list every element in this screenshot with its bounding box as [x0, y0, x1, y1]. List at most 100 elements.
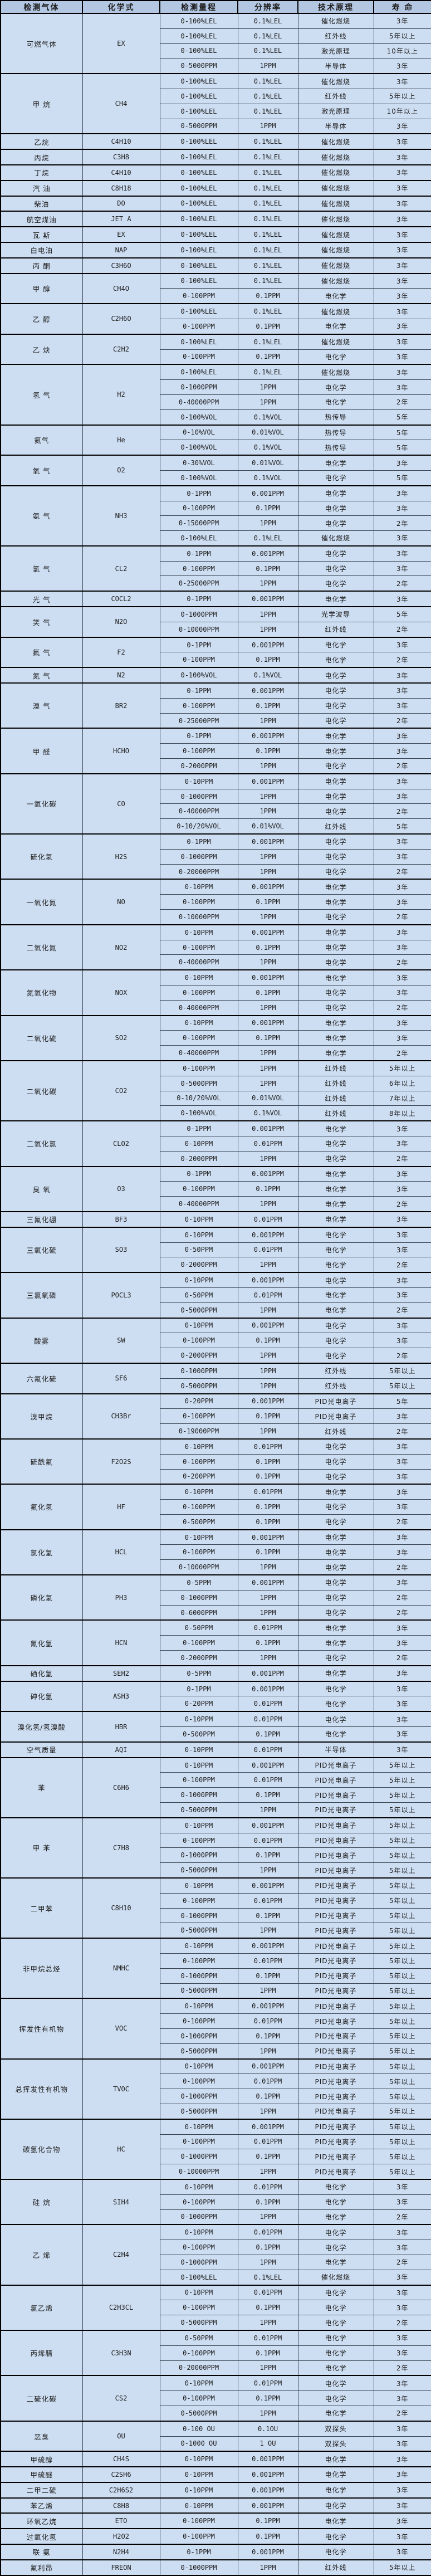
gas-formula-cell: NMHC	[82, 1938, 160, 1999]
gas-name-cell: 磷化氢	[0, 1574, 83, 1621]
principle-cell: PID光电离子	[297, 1832, 374, 1848]
gas-formula-cell: C2H3CL	[82, 2284, 160, 2331]
principle-cell: 电化学	[297, 954, 374, 970]
table-row: 乙 醇 C2H6O 0-100%LEL 0.1%LEL 催化燃烧 3年	[0, 303, 431, 335]
principle-cell: 电化学	[297, 1453, 374, 1470]
gas-name-cell: 氧 气	[0, 455, 83, 486]
table-row: 苯 C6H6 0-10PPM 0.001PPM PID光电离子 5年以上	[0, 1757, 431, 1818]
life-cell: 3年	[373, 1635, 431, 1651]
life-cell: 3年	[373, 2224, 431, 2241]
table-row: 二甲二硫 C2H6S2 0-10PPM 0.001PPM 电化学 3年	[0, 2481, 431, 2499]
table-row: 氯 气 CL2 0-1PPM 0.001PPM 电化学 3年	[0, 545, 431, 592]
range-cell: 0-100%LEL	[159, 103, 238, 119]
life-cell: 3年	[373, 1333, 431, 1349]
range-cell: 0-100PPM	[159, 349, 238, 365]
range-cell: 0-100%LEL	[159, 12, 238, 29]
table-row: 溴甲烷 CH3Br 0-20PPM 0.001PPM PID光电离子 5年	[0, 1393, 431, 1440]
gas-name-cell: 二氧化硫	[0, 1014, 83, 1061]
gas-name-cell: 光 气	[0, 591, 83, 607]
resolution-cell: 0.1PPM	[237, 2345, 298, 2361]
principle-cell: 催化燃烧	[297, 272, 374, 289]
table-row: 臭 氧 O3 0-1PPM 0.001PPM 电化学 3年	[0, 1165, 431, 1212]
life-cell: 3年	[373, 788, 431, 804]
gas-name-cell: 乙 炔	[0, 333, 83, 365]
principle-cell: 电化学	[297, 939, 374, 955]
range-cell: 0-100PPM	[159, 939, 238, 955]
principle-cell: PID光电离子	[297, 2043, 374, 2060]
gas-table-body: 可燃气体 EX 0-100%LEL 0.1%LEL 催化燃烧 3年 0-100%LEL 0.1…	[0, 12, 431, 2576]
resolution-cell: 0.1PPM	[237, 2300, 298, 2316]
gas-formula-cell: CO	[82, 773, 160, 835]
gas-formula-cell: SIH4	[82, 2178, 160, 2225]
principle-cell: 电化学	[297, 1135, 374, 1152]
range-cell: 0-1000PPM	[159, 1362, 238, 1379]
gas-formula-cell: BR2	[82, 682, 160, 729]
gas-name-cell: 氯 气	[0, 545, 83, 592]
gas-formula-cell: C2H2	[82, 333, 160, 365]
gas-name-cell: 挥发性有机物	[0, 1998, 83, 2060]
gas-name-cell: 氮氧化物	[0, 969, 83, 1016]
table-row: 磷化氢 PH3 0-5PPM 0.001PPM 电化学 3年	[0, 1574, 431, 1621]
resolution-cell: 0.01%VOL	[237, 455, 298, 471]
life-cell: 5年以上	[373, 1362, 431, 1379]
table-row: 硅 烷 SIH4 0-10PPM 0.01PPM 电化学 3年	[0, 2178, 431, 2225]
table-row: 挥发性有机物 VOC 0-10PPM 0.001PPM PID光电离子 5年以上	[0, 1998, 431, 2060]
principle-cell: 电化学	[297, 318, 374, 335]
principle-cell: 电化学	[297, 788, 374, 804]
table-row: 柴油 DO 0-100%LEL 0.1%LEL 催化燃烧 3年	[0, 195, 431, 212]
table-row: 0-1000PPM 0.1PPM PID光电离子 5年以上	[1, 2028, 431, 2044]
table-row: 氢 气 H2 0-100%LEL 0.1%LEL 催化燃烧 3年	[0, 364, 431, 426]
range-cell: 0-50PPM	[159, 2329, 238, 2346]
principle-cell: 电化学	[297, 1589, 374, 1606]
resolution-cell: 1PPM	[237, 1060, 298, 1076]
gas-formula-cell: SO3	[82, 1226, 160, 1273]
gas-name-cell: 空气质量	[0, 1741, 83, 1758]
gas-name-cell: 碳氢化合物	[0, 2118, 83, 2180]
life-cell: 3年	[373, 333, 431, 350]
resolution-cell: 0.001PPM	[237, 1817, 298, 1833]
range-cell: 0-1000PPM	[159, 606, 238, 622]
principle-cell: PID光电离子	[297, 1817, 374, 1833]
resolution-cell: 1PPM	[237, 2254, 298, 2270]
life-cell: 3年	[373, 241, 431, 258]
resolution-cell: 0.1PPM	[237, 1847, 298, 1863]
resolution-cell: 0.001PPM	[237, 1938, 298, 1954]
range-cell: 0-100%VOL	[159, 470, 238, 486]
table-row: 0-2000PPM 1PPM 电化学 2年	[1, 758, 431, 774]
life-cell: 3年	[373, 1453, 431, 1470]
resolution-cell: 0.001PPM	[237, 1665, 298, 1682]
resolution-cell: 0.1%LEL	[237, 149, 298, 165]
range-cell: 0-5000PPM	[159, 2315, 238, 2331]
range-cell: 0-1PPM	[159, 591, 238, 607]
resolution-cell: 0.01PPM	[237, 1772, 298, 1788]
principle-cell: 电化学	[297, 394, 374, 410]
life-cell: 3年	[373, 1680, 431, 1697]
range-cell: 0-1000PPM	[159, 2089, 238, 2104]
life-cell: 3年	[373, 2269, 431, 2286]
table-row: 氦气 He 0-10%VOL 0.01%VOL 热传导 5年	[0, 424, 431, 456]
principle-cell: PID光电离子	[297, 2013, 374, 2029]
principle-cell: 电化学	[297, 591, 374, 607]
table-row: 乙 炔 C2H2 0-100%LEL 0.1%LEL 催化燃烧 3年	[0, 333, 431, 365]
life-cell: 2年	[373, 2315, 431, 2331]
resolution-cell: 1PPM	[237, 848, 298, 865]
principle-cell: 电化学	[297, 545, 374, 562]
principle-cell: 电化学	[297, 2528, 374, 2545]
table-row: 甲硫醚 C2SH6 0-10PPM 0.001PPM 电化学 3年	[0, 2466, 431, 2483]
range-cell: 0-19000PPM	[159, 1423, 238, 1440]
principle-cell: 电化学	[297, 485, 374, 501]
principle-cell: 电化学	[297, 2345, 374, 2361]
gas-name-cell: 丁烷	[0, 164, 83, 181]
principle-cell: 电化学	[297, 500, 374, 516]
principle-cell: 电化学	[297, 2375, 374, 2392]
range-cell: 0-100%LEL	[159, 73, 238, 89]
table-row: 丙 酮 C3H6O 0-100%LEL 0.1%LEL 催化燃烧 3年	[0, 257, 431, 274]
principle-cell: 电化学	[297, 848, 374, 865]
table-row: 甲 烷 CH4 0-100%LEL 0.1%LEL 催化燃烧 3年	[0, 73, 431, 134]
principle-cell: 电化学	[297, 1544, 374, 1560]
table-row: 乙 烯 C2H4 0-10PPM 0.01PPM 电化学 3年	[0, 2224, 431, 2286]
gas-name-cell: 溴化氢/氢溴酸	[0, 1711, 83, 1743]
range-cell: 0-5000PPM	[159, 1302, 238, 1319]
life-cell: 2年	[373, 1150, 431, 1167]
range-cell: 0-40000PPM	[159, 394, 238, 410]
